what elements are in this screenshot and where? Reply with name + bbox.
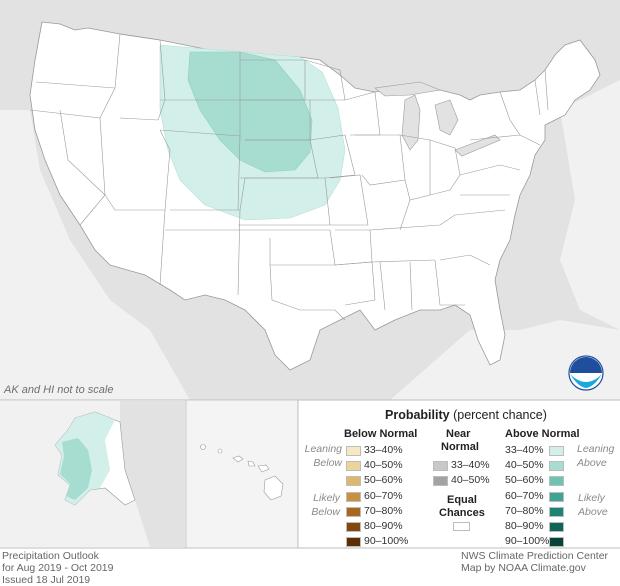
- above-normal-label-1: 40–50%: [505, 459, 544, 472]
- gulf-of-mexico: [390, 320, 620, 400]
- equal-chances-label-1: Equal: [447, 494, 477, 506]
- above-normal-label-0: 33–40%: [505, 444, 544, 456]
- issue-date: Issued 18 Jul 2019: [2, 574, 91, 586]
- above-normal-label-3: 60–70%: [505, 489, 544, 502]
- near-normal-label-1: 40–50%: [451, 474, 490, 487]
- above-normal-swatch-0: [549, 446, 564, 456]
- producer-credit: NWS Climate Prediction Center: [461, 550, 609, 562]
- above-normal-swatch-1: [549, 461, 564, 472]
- footer-right: NWS Climate Prediction Center Map by NOA…: [461, 550, 608, 574]
- legend-title-suffix: (percent chance): [453, 408, 547, 422]
- above-normal-label-5: 80–90%: [505, 520, 544, 532]
- state-borders: [29, 33, 549, 321]
- near-normal-header-2: Normal: [441, 441, 479, 453]
- near-normal-swatch-0: [433, 461, 448, 471]
- lake-erie: [454, 134, 501, 157]
- alaska-above-40-50: [60, 438, 92, 500]
- map-credit: Map by NOAA Climate.gov: [461, 562, 586, 574]
- below-normal-label-4: 70–80%: [364, 504, 403, 517]
- leaning-below-label: Leaning Below: [304, 443, 342, 469]
- likely-below-label: Likely Below: [311, 492, 340, 518]
- below-normal-label-1: 40–50%: [364, 459, 403, 472]
- below-normal-label-5: 80–90%: [364, 520, 403, 532]
- legend-title-main: Probability: [385, 408, 450, 422]
- below-normal-swatch-5: [346, 522, 361, 532]
- above-normal-label-4: 70–80%: [505, 504, 544, 517]
- below-normal-swatch-3: [346, 491, 361, 502]
- below-normal-label-0: 33–40%: [364, 444, 403, 456]
- below-normal-label-3: 60–70%: [364, 489, 403, 502]
- lake-superior: [374, 81, 442, 97]
- below-normal-swatch-4: [346, 506, 361, 517]
- outlook-period: for Aug 2019 - Oct 2019: [2, 562, 114, 574]
- below-normal-header: Below Normal: [344, 428, 418, 440]
- equal-chances-swatch: [453, 522, 470, 531]
- above-normal-swatch-4: [549, 506, 564, 517]
- likely-above-label: Likely Above: [578, 492, 608, 518]
- outlook-type: Precipitation Outlook: [2, 550, 99, 562]
- footer-left: Precipitation Outlook for Aug 2019 - Oct…: [2, 550, 114, 586]
- atlantic-ocean: [560, 80, 620, 330]
- hawaii-inset: [187, 401, 298, 547]
- above-normal-swatch-2: [549, 476, 564, 487]
- above-normal-swatch-5: [549, 522, 564, 532]
- near-normal-swatch-1: [433, 476, 448, 487]
- scale-note: AK and HI not to scale: [4, 384, 114, 396]
- below-normal-swatch-2: [346, 476, 361, 487]
- equal-chances-label-2: Chances: [439, 507, 485, 519]
- above-normal-swatch-6: [549, 537, 564, 548]
- leaning-above-label: Leaning Above: [577, 443, 615, 469]
- above-normal-swatch-3: [549, 491, 564, 502]
- below-normal-swatch-0: [346, 446, 361, 456]
- below-normal-label-2: 50–60%: [364, 474, 403, 487]
- above-normal-label-6: 90–100%: [505, 535, 550, 548]
- near-normal-header-1: Near: [446, 428, 471, 440]
- below-normal-label-6: 90–100%: [364, 535, 409, 548]
- above-normal-header: Above Normal: [505, 428, 580, 440]
- near-normal-label-0: 33–40%: [451, 459, 490, 471]
- canada-land: [120, 401, 185, 547]
- lake-huron: [434, 99, 459, 136]
- below-normal-swatch-6: [346, 537, 361, 548]
- below-normal-swatch-1: [346, 461, 361, 472]
- legend-title: Probability (percent chance): [385, 408, 547, 422]
- noaa-logo: [568, 355, 604, 391]
- above-normal-label-2: 50–60%: [505, 474, 544, 487]
- pacific-ocean: [0, 110, 190, 400]
- hawaii-islands: [200, 444, 284, 501]
